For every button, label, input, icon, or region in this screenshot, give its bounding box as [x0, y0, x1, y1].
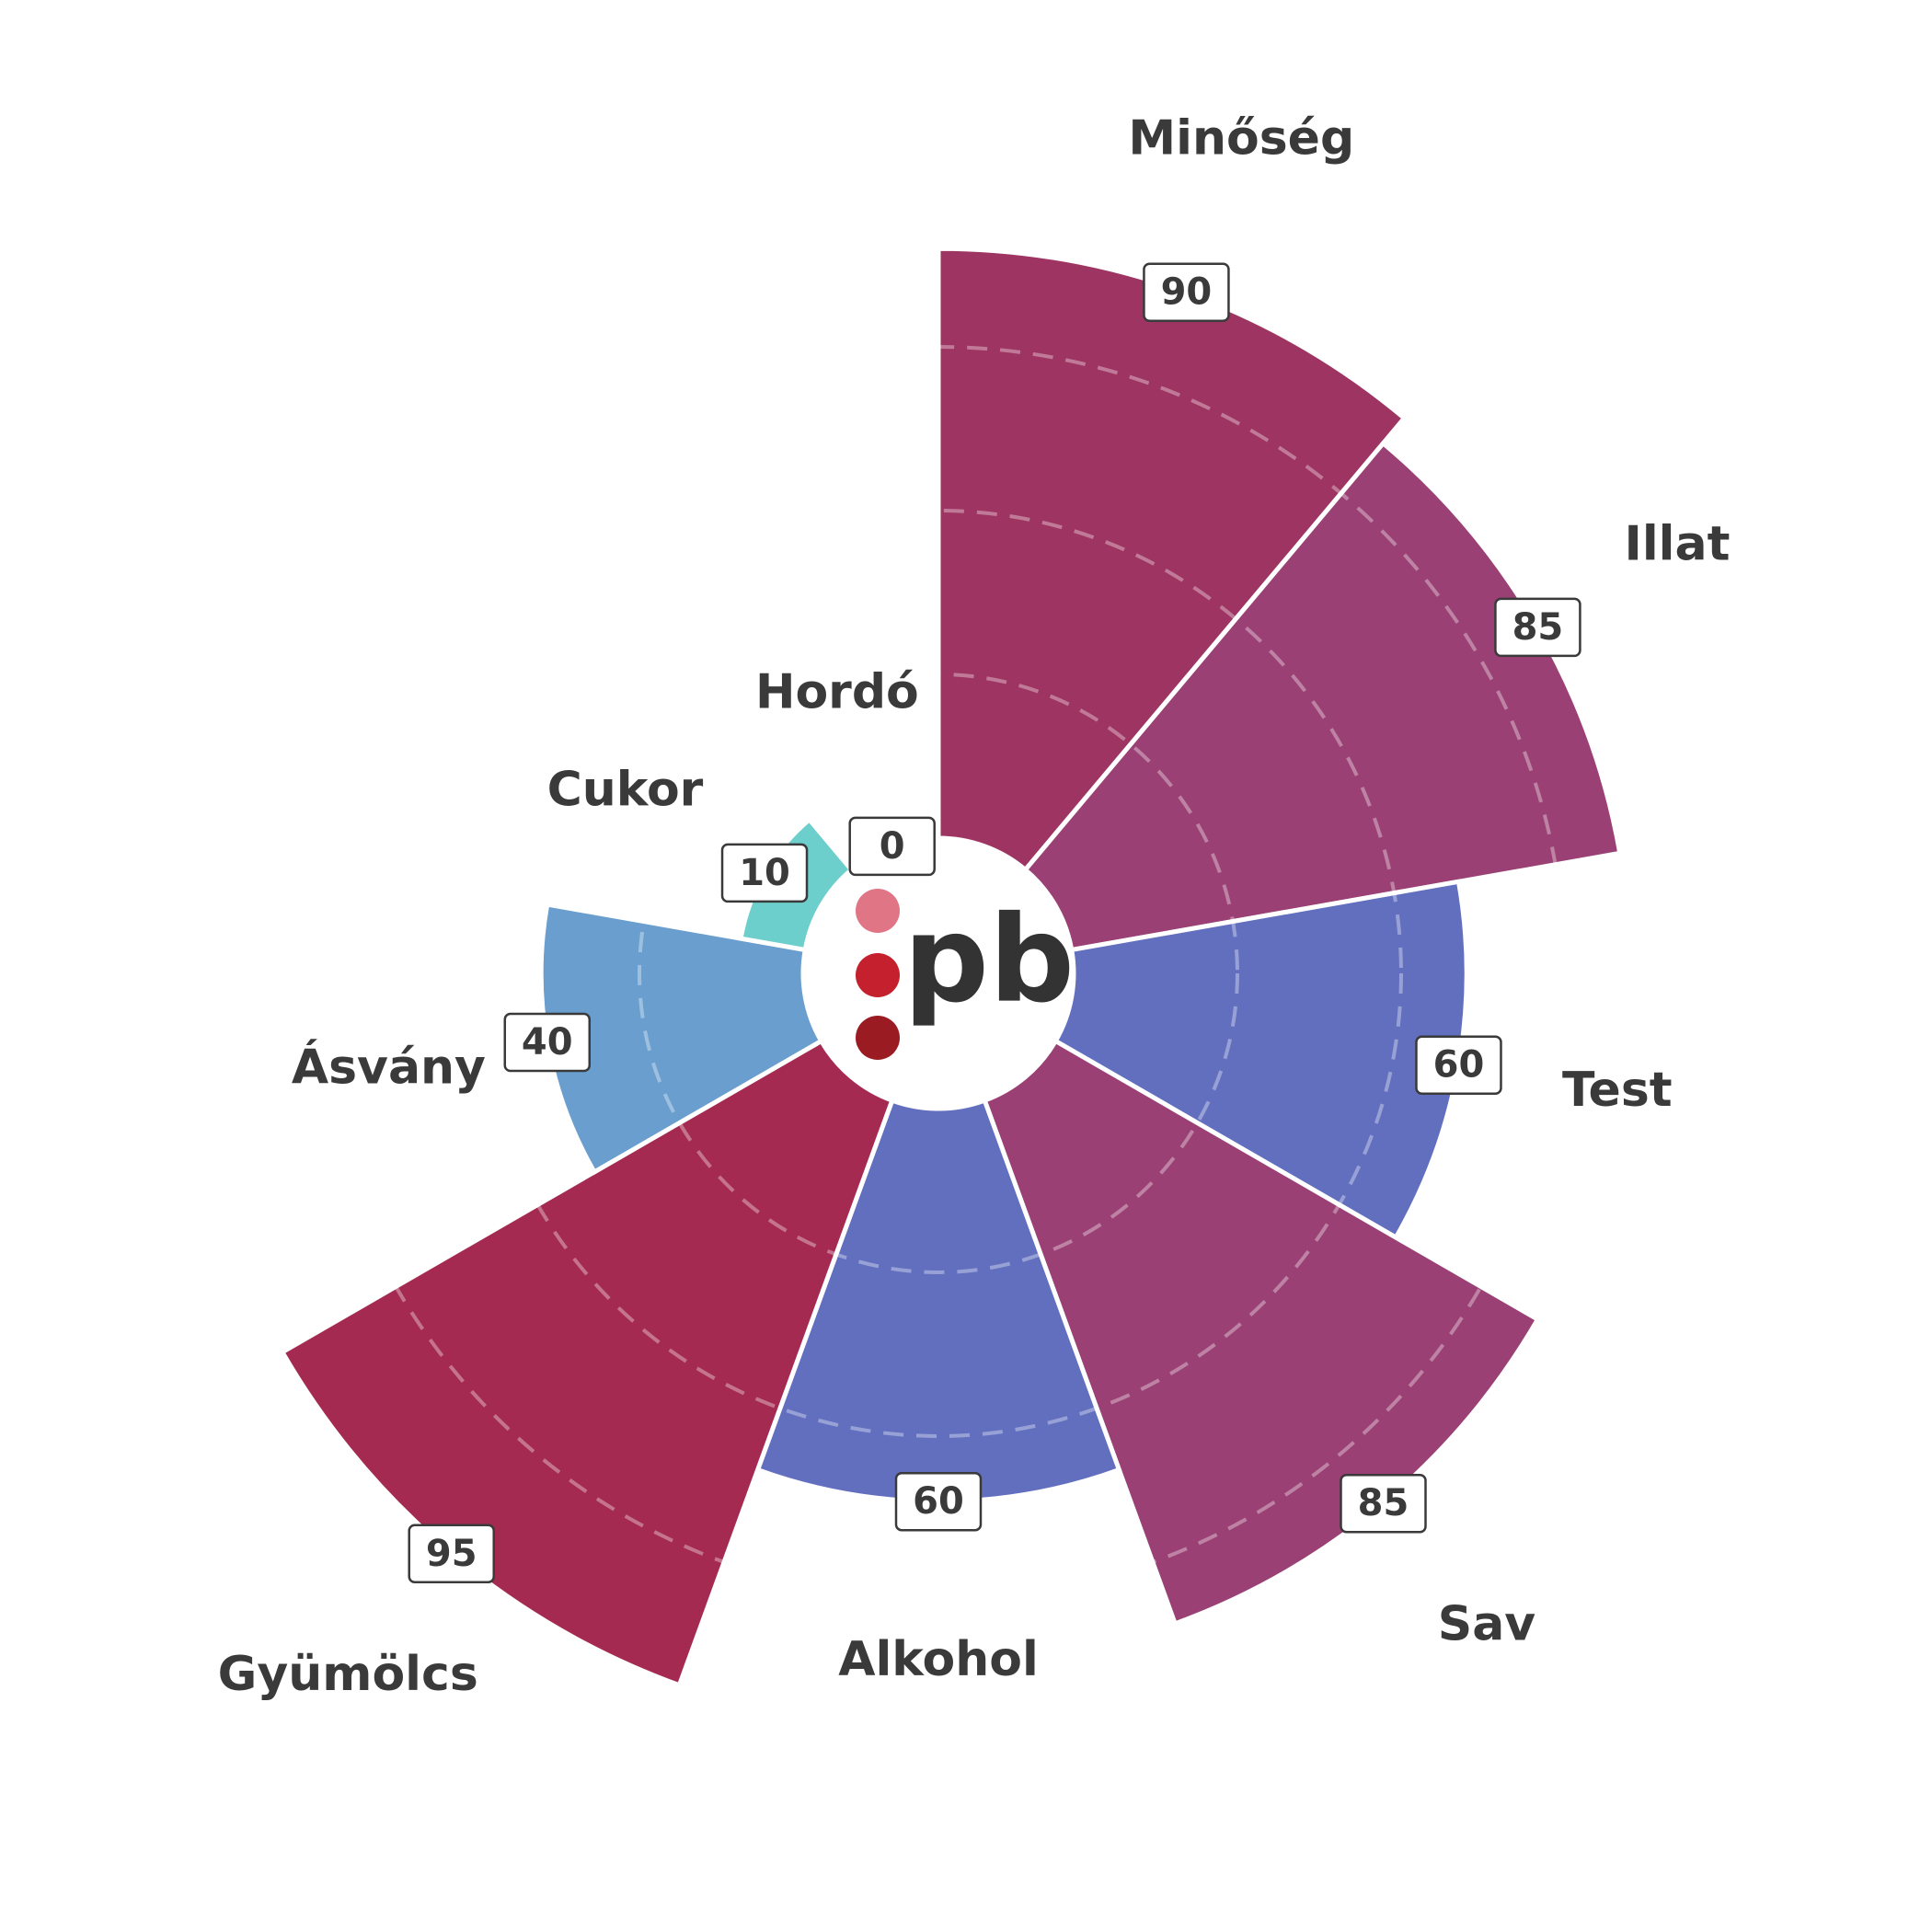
wedges: [279, 246, 1623, 1688]
value-label-box: [1143, 262, 1230, 322]
value-label-text: 10: [739, 852, 790, 894]
logo-dot: [856, 1016, 900, 1060]
wedge: [1021, 440, 1623, 953]
value-label: 95: [408, 1524, 495, 1584]
value-label-text: 90: [1161, 271, 1213, 314]
value-label-text: 85: [1358, 1482, 1409, 1524]
wedge: [538, 902, 825, 1176]
category-label: Illat: [1625, 516, 1731, 571]
wedge: [936, 246, 1408, 873]
value-label-box: [1415, 1035, 1502, 1095]
logo-text: pb: [903, 890, 1075, 1029]
value-label-box: [1494, 597, 1581, 658]
grid-line: [474, 509, 1403, 1438]
logo: pb: [856, 889, 1075, 1060]
value-label-text: 60: [913, 1480, 964, 1523]
value-label: 60: [894, 1471, 983, 1532]
category-label: Ásvány: [292, 1039, 486, 1095]
value-label: 10: [720, 843, 809, 903]
category-label: Sav: [1438, 1596, 1536, 1651]
value-label: 60: [1415, 1035, 1502, 1095]
wedge: [754, 1097, 1122, 1504]
logo-dot: [856, 889, 900, 933]
value-label: 0: [848, 816, 936, 877]
value-label: 85: [1340, 1473, 1427, 1534]
category-label: Hordó: [755, 664, 919, 719]
value-label-text: 95: [426, 1533, 477, 1575]
labels: Minőség 90 Illat 85 Test 60 Sav 85 Alkohol 60 Gyüm…: [218, 110, 1731, 1702]
value-label-text: 40: [522, 1021, 573, 1064]
value-label-text: 85: [1512, 606, 1564, 649]
grid-line: [146, 181, 1731, 1765]
value-label-box: [848, 816, 936, 877]
logo-dot: [856, 953, 900, 997]
category-label: Test: [1562, 1063, 1673, 1118]
value-label-box: [408, 1524, 495, 1584]
value-label: 40: [503, 1012, 592, 1073]
category-label: Gyümölcs: [218, 1647, 478, 1702]
value-label: 90: [1143, 262, 1230, 322]
category-label: Minőség: [1128, 110, 1354, 166]
grid: [146, 181, 1731, 1765]
value-label-box: [894, 1471, 983, 1532]
value-label-text: 0: [880, 825, 905, 868]
grid-line: [638, 673, 1239, 1274]
grid-line: [310, 345, 1567, 1602]
value-label-box: [1340, 1473, 1427, 1534]
value-label-box: [720, 843, 809, 903]
value-label: 85: [1494, 597, 1581, 658]
wedge: [1052, 879, 1469, 1241]
category-label: Alkohol: [838, 1632, 1039, 1687]
value-label-box: [503, 1012, 592, 1073]
value-label-text: 60: [1433, 1044, 1485, 1087]
category-label: Cukor: [547, 762, 704, 817]
